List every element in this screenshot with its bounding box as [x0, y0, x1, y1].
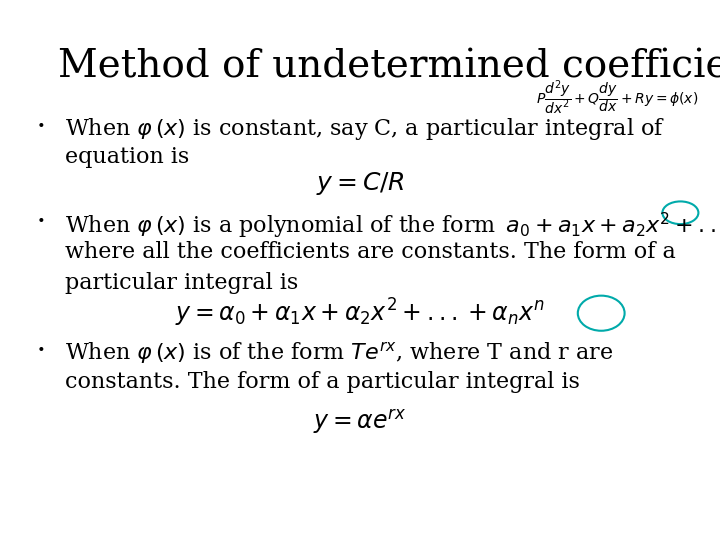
Text: equation is: equation is: [65, 146, 189, 168]
Text: When $\varphi\,(x)$ is of the form $\mathit{T}e^{rx}$, where T and r are: When $\varphi\,(x)$ is of the form $\mat…: [65, 340, 613, 366]
Text: $y = \alpha_0+\alpha_1 x+\alpha_2 x^2+...+\alpha_n x^n$: $y = \alpha_0+\alpha_1 x+\alpha_2 x^2+..…: [175, 297, 545, 329]
Text: where all the coefficients are constants. The form of a: where all the coefficients are constants…: [65, 241, 675, 264]
Text: $y = C / R$: $y = C / R$: [316, 170, 404, 197]
Text: $y = \alpha e^{rx}$: $y = \alpha e^{rx}$: [313, 408, 407, 437]
Text: $\bullet$: $\bullet$: [36, 211, 45, 225]
Text: Method of undetermined coefficients: Method of undetermined coefficients: [58, 49, 720, 86]
Text: $P\dfrac{d^2y}{dx^2}+Q\dfrac{dy}{dx}+Ry=\phi(x)$: $P\dfrac{d^2y}{dx^2}+Q\dfrac{dy}{dx}+Ry=…: [536, 78, 698, 117]
Text: $\bullet$: $\bullet$: [36, 116, 45, 130]
Text: When $\varphi\,(x)$ is a polynomial of the form $\,a_0+a_1x+a_2x^2+...+a_nx^n$: When $\varphi\,(x)$ is a polynomial of t…: [65, 211, 720, 241]
Text: $\bullet$: $\bullet$: [36, 340, 45, 354]
Text: particular integral is: particular integral is: [65, 272, 298, 294]
Text: constants. The form of a particular integral is: constants. The form of a particular inte…: [65, 371, 580, 393]
Text: When $\varphi\,(x)$ is constant, say C, a particular integral of: When $\varphi\,(x)$ is constant, say C, …: [65, 116, 665, 142]
